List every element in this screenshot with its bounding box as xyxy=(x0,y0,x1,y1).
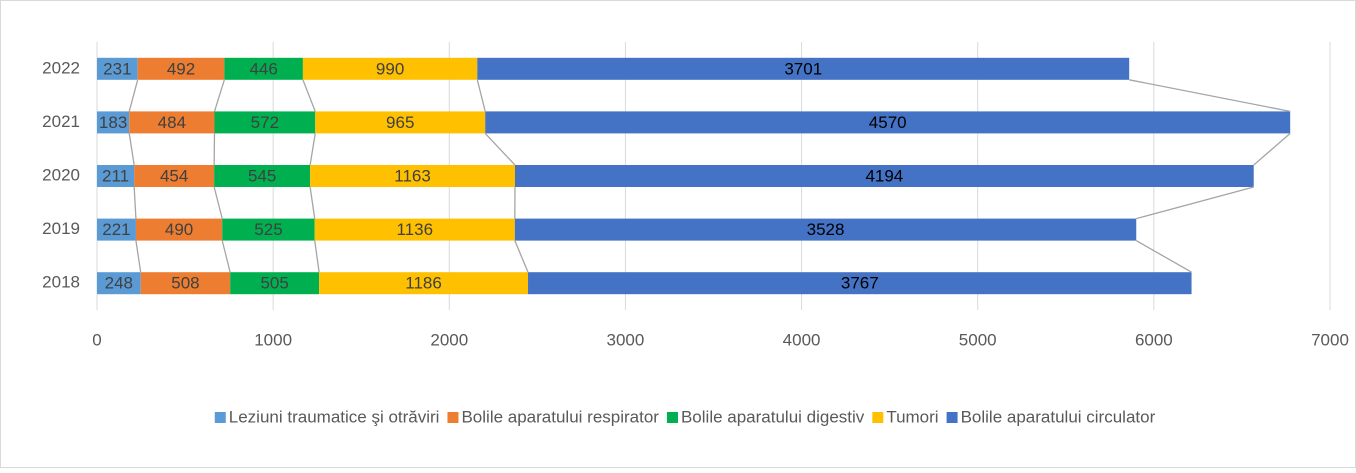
legend-swatch xyxy=(215,412,226,423)
legend-label: Tumori xyxy=(886,407,938,426)
data-label: 3767 xyxy=(841,274,879,293)
data-label: 990 xyxy=(376,59,404,78)
data-label: 545 xyxy=(248,166,276,185)
data-label: 454 xyxy=(160,166,188,185)
data-label: 508 xyxy=(171,274,199,293)
x-tick-label: 1000 xyxy=(254,330,292,349)
y-tick-label: 2021 xyxy=(42,112,80,131)
legend-label: Bolile aparatului circulator xyxy=(961,407,1156,426)
legend-label: Bolile aparatului respirator xyxy=(461,407,659,426)
x-tick-label: 2000 xyxy=(430,330,468,349)
data-label: 231 xyxy=(103,59,131,78)
data-label: 446 xyxy=(249,59,277,78)
y-tick-label: 2020 xyxy=(42,165,80,184)
x-tick-label: 6000 xyxy=(1135,330,1173,349)
data-label: 492 xyxy=(167,59,195,78)
legend-swatch xyxy=(947,412,958,423)
data-label: 525 xyxy=(254,220,282,239)
data-label: 4194 xyxy=(865,166,903,185)
data-label: 3701 xyxy=(784,59,822,78)
data-label: 211 xyxy=(102,166,129,185)
x-tick-label: 4000 xyxy=(783,330,821,349)
x-tick-label: 5000 xyxy=(959,330,997,349)
data-label: 221 xyxy=(102,220,130,239)
legend-swatch xyxy=(872,412,883,423)
legend-swatch xyxy=(447,412,458,423)
data-label: 4570 xyxy=(869,113,907,132)
y-tick-label: 2019 xyxy=(42,219,80,238)
data-label: 183 xyxy=(99,113,127,132)
data-label: 1136 xyxy=(396,220,433,239)
legend-swatch xyxy=(667,412,678,423)
data-label: 3528 xyxy=(807,220,845,239)
y-tick-label: 2022 xyxy=(42,58,80,77)
legend-label: Bolile aparatului digestiv xyxy=(681,407,865,426)
data-label: 248 xyxy=(105,274,133,293)
data-label: 1163 xyxy=(394,166,431,185)
data-label: 572 xyxy=(251,113,279,132)
legend-label: Leziuni traumatice şi otrăviri xyxy=(229,407,440,426)
x-tick-label: 7000 xyxy=(1311,330,1349,349)
data-label: 490 xyxy=(165,220,193,239)
data-label: 965 xyxy=(386,113,414,132)
x-tick-label: 3000 xyxy=(607,330,645,349)
data-label: 484 xyxy=(158,113,186,132)
data-label: 505 xyxy=(260,274,288,293)
data-label: 1186 xyxy=(405,274,442,293)
y-tick-label: 2018 xyxy=(42,273,80,292)
x-tick-label: 0 xyxy=(92,330,101,349)
